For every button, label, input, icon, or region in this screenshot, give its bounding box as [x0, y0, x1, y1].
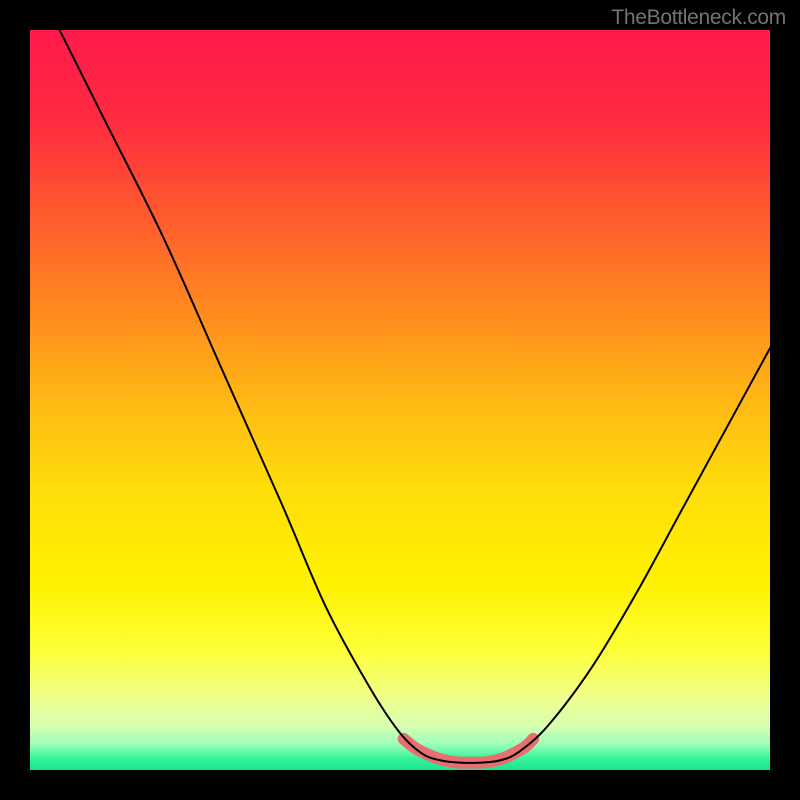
chart-background [30, 30, 770, 770]
watermark-text: TheBottleneck.com [611, 6, 786, 30]
bottleneck-chart [30, 30, 770, 770]
chart-svg-canvas [30, 30, 770, 770]
